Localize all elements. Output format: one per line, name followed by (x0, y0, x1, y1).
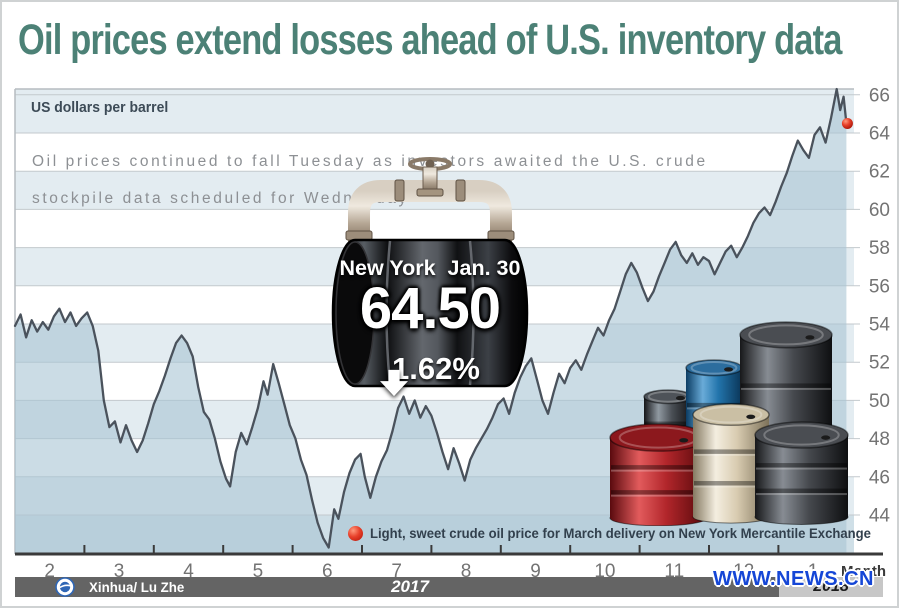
x-axis-label: 6 (322, 561, 333, 582)
description-line-2: stockpile data scheduled for Wednesday (32, 190, 409, 207)
x-axis-label: 7 (391, 561, 402, 582)
badge-market: New York (339, 256, 436, 280)
chart-description: Oil prices continued to fall Tuesday as … (32, 143, 708, 217)
chart-legend: Light, sweet crude oil price for March d… (348, 526, 886, 541)
footer-bar: Xinhua/ Lu Zhe 2017 2018 (15, 577, 883, 597)
y-axis-label: 44 (869, 506, 891, 527)
website-link[interactable]: WWW.NEWS.CN (712, 568, 874, 590)
y-axis-label: 52 (869, 353, 890, 374)
legend-dot-icon (348, 526, 363, 541)
barrel-dark2 (754, 421, 849, 525)
pipe-valve-icon (345, 157, 515, 251)
y-axis-unit-label: US dollars per barrel (31, 99, 169, 116)
x-axis-label: 10 (594, 561, 615, 582)
x-axis-label: 2 (44, 561, 55, 582)
xinhua-logo (55, 577, 75, 602)
badge-date: Jan. 30 (447, 256, 521, 280)
x-axis-title: Month (841, 563, 886, 580)
y-axis-label: 66 (869, 85, 890, 106)
end-point-marker (841, 117, 853, 129)
price-line (13, 87, 848, 549)
y-axis-label: 56 (869, 276, 890, 297)
y-axis-label: 64 (869, 124, 891, 145)
y-axis-label: 60 (869, 200, 890, 221)
x-axis-label: 4 (183, 561, 194, 582)
y-axis-label: 58 (869, 238, 890, 259)
description-line-1: Oil prices continued to fall Tuesday as … (32, 153, 708, 170)
y-axis-label: 54 (869, 315, 891, 336)
legend-label: Light, sweet crude oil price for March d… (370, 526, 871, 541)
y-axis-label: 48 (869, 429, 890, 450)
x-axis-line (15, 552, 883, 556)
badge-market-date: New York Jan. 30 (325, 256, 535, 281)
badge-change-row: 1.62% (325, 351, 535, 397)
price-badge: New York Jan. 30 64.50 1.62% (325, 157, 535, 397)
oil-barrels-illustration (609, 321, 849, 526)
x-axis-label: 11 (664, 561, 684, 582)
x-axis-label: 9 (530, 561, 541, 582)
year-2018-segment: 2018 (779, 577, 883, 597)
badge-price: 64.50 (359, 276, 501, 341)
page-title: Oil prices extend losses ahead of U.S. i… (18, 16, 842, 64)
year-2017-label: 2017 (391, 577, 429, 596)
x-axis-label: 5 (253, 561, 264, 582)
x-axis-label: 8 (461, 561, 472, 582)
y-axis-label: 46 (869, 467, 890, 488)
barrel-red (609, 423, 708, 526)
chart-band (15, 89, 854, 133)
x-axis-label: 12 (733, 561, 754, 582)
y-axis-label: 50 (869, 391, 890, 412)
badge-change-value: 1.62% (392, 351, 480, 386)
credit-text: Xinhua/ Lu Zhe (89, 579, 185, 595)
y-axis-label: 62 (869, 162, 890, 183)
x-axis-label: 3 (114, 561, 125, 582)
x-axis-label: 1 (808, 561, 819, 582)
oil-drum-icon (331, 238, 529, 388)
